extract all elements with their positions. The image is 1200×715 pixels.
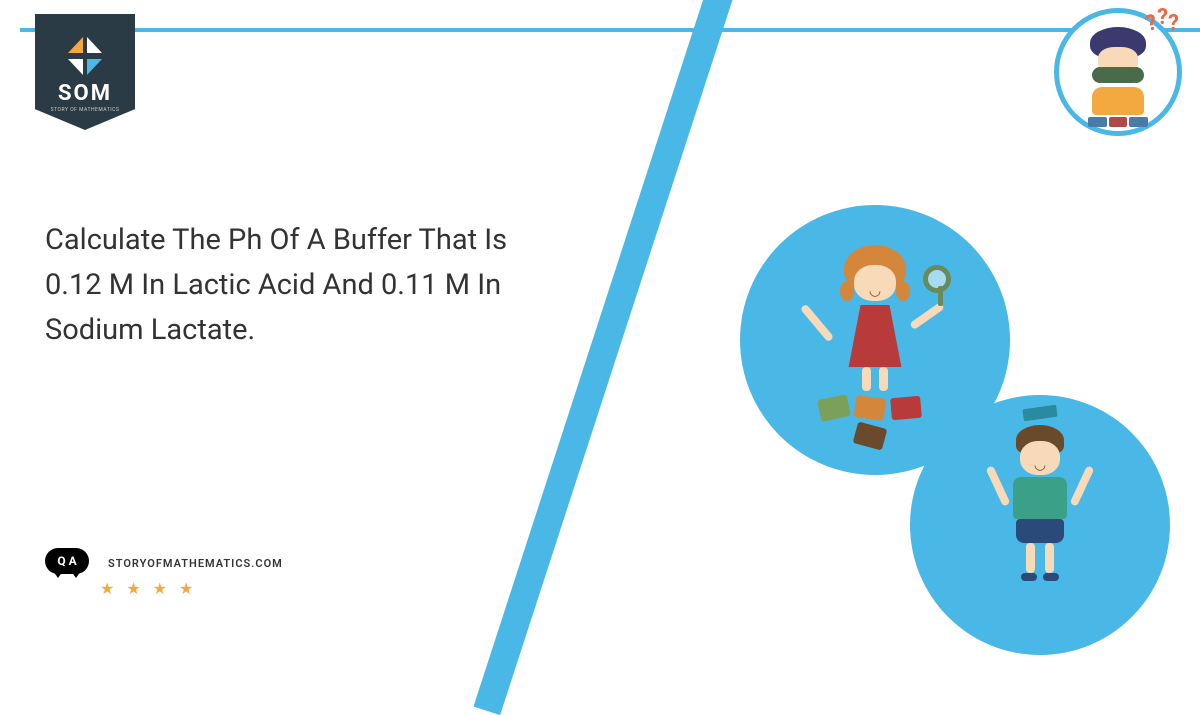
site-url: STORYOFMATHEMATICS.COM bbox=[108, 557, 283, 570]
boy-throwing-book-illustration bbox=[980, 425, 1100, 595]
logo-text: SOM bbox=[58, 83, 112, 105]
logo-badge: SOM STORY OF MATHEMATICS bbox=[35, 14, 135, 130]
logo-icon bbox=[66, 37, 104, 75]
illustration-circle-bottom bbox=[910, 395, 1170, 655]
page-title: Calculate The Ph Of A Buffer That Is 0.1… bbox=[45, 218, 565, 353]
qa-badge-icon: Q A bbox=[45, 548, 89, 574]
diagonal-stripe bbox=[473, 0, 747, 715]
girl-binoculars-illustration bbox=[1078, 27, 1158, 117]
logo-subtitle: STORY OF MATHEMATICS bbox=[51, 107, 120, 113]
top-accent-bar bbox=[20, 28, 1200, 32]
rating-stars: ★ ★ ★ ★ bbox=[100, 579, 197, 598]
girl-magnifier-illustration bbox=[805, 245, 945, 435]
illustration-circle-top: ??? bbox=[1054, 8, 1182, 136]
